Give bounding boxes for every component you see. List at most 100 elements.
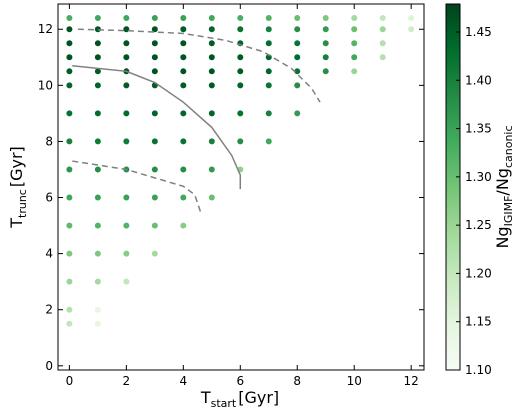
- point: [66, 194, 73, 201]
- point: [322, 15, 329, 22]
- point: [322, 54, 329, 61]
- point: [151, 68, 158, 75]
- colorbar: [445, 3, 461, 371]
- point: [123, 194, 130, 201]
- point: [265, 26, 272, 33]
- curve: [77, 28, 321, 103]
- point: [123, 138, 130, 145]
- colorbar-tick-label: 1.25: [465, 218, 492, 232]
- point: [180, 68, 187, 75]
- point: [94, 54, 101, 61]
- point: [151, 15, 158, 22]
- point: [123, 26, 130, 33]
- point: [265, 82, 272, 89]
- point: [351, 54, 358, 61]
- plot-frame: [57, 3, 425, 371]
- point: [208, 194, 215, 201]
- colorbar-tick-label: 1.35: [465, 122, 492, 136]
- point: [66, 54, 73, 61]
- point: [294, 110, 301, 117]
- x-tick-label: 4: [180, 374, 188, 388]
- point: [94, 40, 101, 47]
- point: [180, 138, 187, 145]
- y-label-main: T: [7, 218, 26, 229]
- y-label-sub: trunc: [16, 189, 29, 218]
- point: [94, 166, 101, 173]
- colorbar-tick-label: 1.30: [465, 170, 492, 184]
- point: [351, 40, 358, 47]
- point: [94, 138, 101, 145]
- point: [66, 15, 73, 22]
- x-label-main: T: [200, 388, 211, 407]
- point: [123, 250, 130, 257]
- point: [208, 110, 215, 117]
- point: [237, 138, 244, 145]
- point: [94, 306, 101, 313]
- point: [408, 26, 415, 33]
- point: [265, 68, 272, 75]
- point: [351, 68, 358, 75]
- point: [180, 166, 187, 173]
- point: [123, 222, 130, 229]
- point: [180, 15, 187, 22]
- x-tick-label: 12: [404, 374, 419, 388]
- y-tick-label: 12: [38, 22, 53, 36]
- colorbar-tick-label: 1.45: [465, 25, 492, 39]
- point: [123, 54, 130, 61]
- point: [123, 110, 130, 117]
- point: [151, 138, 158, 145]
- point: [151, 26, 158, 33]
- point: [294, 82, 301, 89]
- point: [151, 222, 158, 229]
- point: [237, 54, 244, 61]
- x-tick-label: 8: [293, 374, 301, 388]
- point: [379, 54, 386, 61]
- point: [180, 110, 187, 117]
- point: [94, 278, 101, 285]
- point: [180, 40, 187, 47]
- point: [208, 138, 215, 145]
- point: [208, 15, 215, 22]
- point: [351, 15, 358, 22]
- point: [322, 68, 329, 75]
- point: [180, 54, 187, 61]
- point: [151, 250, 158, 257]
- colorbar-tick-label: 1.10: [465, 363, 492, 377]
- cbar-label-b: /Ng: [493, 168, 512, 196]
- colorbar-tick-label: 1.40: [465, 73, 492, 87]
- point: [208, 166, 215, 173]
- point: [123, 82, 130, 89]
- point: [123, 15, 130, 22]
- point: [294, 15, 301, 22]
- y-tick-label: 2: [45, 303, 53, 317]
- point: [351, 26, 358, 33]
- point: [294, 26, 301, 33]
- point: [379, 40, 386, 47]
- x-tick-label: 0: [66, 374, 74, 388]
- point: [180, 194, 187, 201]
- point: [94, 110, 101, 117]
- y-tick-label: 6: [45, 191, 53, 205]
- x-tick-label: 10: [347, 374, 362, 388]
- point: [66, 82, 73, 89]
- point: [94, 82, 101, 89]
- point: [237, 15, 244, 22]
- point: [265, 138, 272, 145]
- point: [180, 26, 187, 33]
- point: [66, 306, 73, 313]
- point: [294, 68, 301, 75]
- point: [151, 166, 158, 173]
- point: [66, 40, 73, 47]
- y-label-unit: [Gyr]: [7, 146, 26, 187]
- point: [379, 26, 386, 33]
- point: [237, 68, 244, 75]
- point: [237, 110, 244, 117]
- point: [208, 26, 215, 33]
- point: [180, 222, 187, 229]
- point: [94, 26, 101, 33]
- colorbar-tick-label: 1.20: [465, 266, 492, 280]
- point: [94, 222, 101, 229]
- x-axis-label: Tstart [Gyr]: [200, 388, 279, 409]
- x-label-unit: [Gyr]: [238, 388, 279, 407]
- point: [265, 15, 272, 22]
